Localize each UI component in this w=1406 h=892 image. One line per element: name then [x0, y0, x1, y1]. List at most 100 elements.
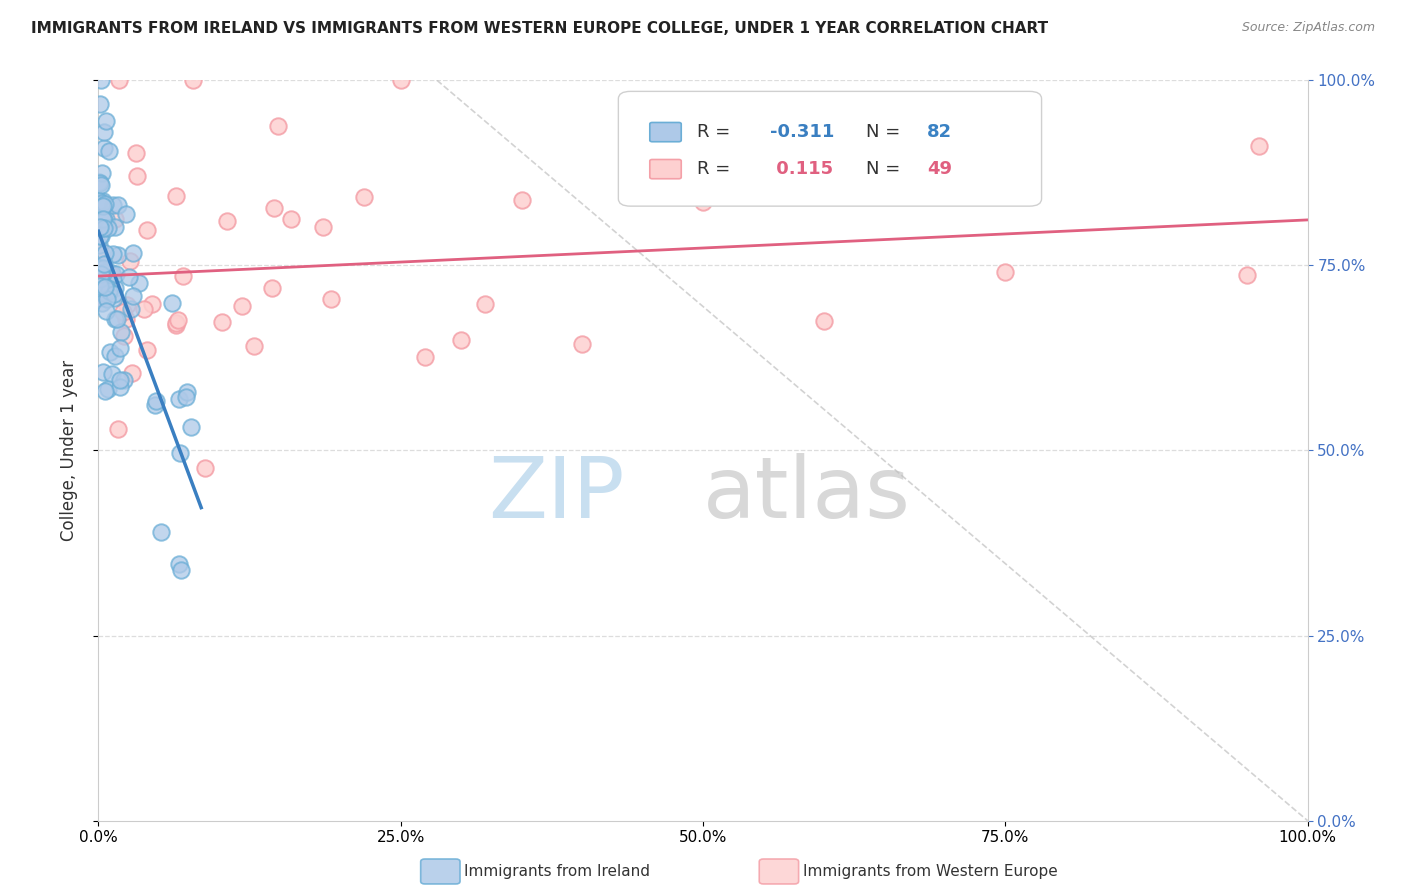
Point [104, 219, 127, 234]
Point [94, 280, 117, 294]
Point [122, 289, 145, 303]
Point [91, 295, 114, 310]
Point [93, 221, 115, 235]
Point [413, 350, 436, 364]
Point [97, 270, 120, 285]
Point [243, 338, 266, 352]
Point [118, 269, 141, 284]
Point [91, 196, 114, 211]
Point [120, 301, 142, 316]
Point [87, 292, 110, 306]
Point [90, 178, 112, 193]
Point [89, 228, 111, 243]
Text: 0.115: 0.115 [769, 161, 832, 178]
Point [211, 315, 233, 329]
Point [143, 398, 166, 412]
Point [104, 267, 127, 281]
Point [91, 260, 114, 275]
Point [266, 120, 288, 134]
Point [90, 228, 112, 243]
Point [353, 189, 375, 203]
Point [107, 198, 129, 212]
Point [103, 286, 125, 301]
Point [1249, 138, 1271, 153]
Point [94, 246, 117, 260]
Point [121, 366, 143, 380]
Point [101, 247, 124, 261]
Text: Immigrants from Western Europe: Immigrants from Western Europe [803, 864, 1057, 879]
Point [319, 292, 342, 306]
Point [112, 329, 135, 343]
Y-axis label: College, Under 1 year: College, Under 1 year [59, 359, 77, 541]
Point [91, 365, 114, 379]
Point [89, 96, 111, 111]
Point [260, 281, 283, 295]
Point [114, 207, 136, 221]
Text: 82: 82 [927, 123, 952, 141]
Point [87, 194, 110, 208]
Point [108, 373, 131, 387]
Point [181, 73, 204, 87]
Point [98, 266, 121, 280]
Point [136, 343, 159, 358]
Point [89, 219, 111, 234]
Point [97, 220, 120, 235]
Text: R =: R = [697, 161, 735, 178]
Point [91, 290, 114, 304]
Point [127, 169, 149, 183]
Point [104, 311, 127, 326]
Point [107, 312, 129, 326]
Point [93, 265, 115, 279]
Point [571, 336, 593, 351]
Text: R =: R = [697, 123, 735, 141]
Point [94, 304, 117, 318]
Point [91, 166, 114, 180]
Point [90, 267, 112, 281]
Point [510, 194, 533, 208]
Point [110, 325, 132, 339]
Point [104, 281, 127, 295]
Point [122, 245, 145, 260]
Point [90, 73, 112, 87]
Point [91, 220, 114, 235]
Point [87, 175, 110, 189]
Text: -0.311: -0.311 [769, 123, 834, 141]
Point [93, 257, 115, 271]
Point [194, 461, 217, 475]
Point [136, 223, 159, 237]
Point [167, 557, 190, 571]
Point [389, 73, 412, 87]
Point [89, 279, 111, 293]
Point [93, 141, 115, 155]
Point [94, 197, 117, 211]
Text: Source: ZipAtlas.com: Source: ZipAtlas.com [1241, 21, 1375, 34]
Point [87, 237, 110, 252]
Point [813, 314, 835, 328]
Point [93, 213, 115, 227]
Point [94, 384, 117, 399]
Point [215, 214, 238, 228]
Point [94, 114, 117, 128]
FancyBboxPatch shape [650, 160, 682, 178]
Point [873, 178, 896, 193]
Point [994, 265, 1017, 279]
Point [93, 125, 115, 139]
Point [97, 284, 120, 298]
Point [149, 525, 172, 540]
Text: N =: N = [866, 161, 907, 178]
Point [101, 367, 124, 381]
Point [104, 211, 127, 226]
Point [98, 344, 121, 359]
Point [108, 73, 131, 87]
Point [172, 268, 194, 283]
Point [89, 243, 111, 257]
Point [166, 312, 188, 326]
Point [114, 311, 136, 326]
Point [96, 274, 118, 288]
Point [96, 292, 118, 306]
Point [125, 146, 148, 161]
Point [263, 201, 285, 215]
Point [1236, 268, 1258, 282]
Point [165, 318, 187, 332]
Point [280, 211, 302, 226]
